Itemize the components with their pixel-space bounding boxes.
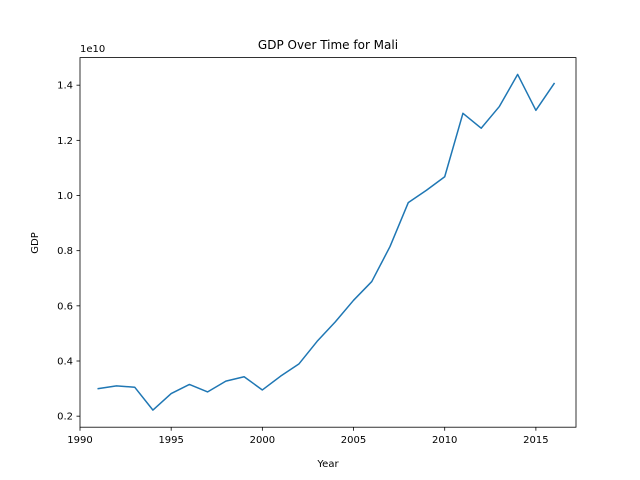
y-tick-label: 0.4 (57, 357, 73, 368)
plot-frame (79, 57, 577, 428)
x-axis: 1990 1995 2000 2005 2010 2015 (67, 427, 549, 446)
x-axis-label: Year (316, 459, 339, 470)
y-axis-label: GDP (30, 232, 41, 253)
y-tick-label: 0.8 (57, 246, 73, 257)
x-tick-label: 1990 (67, 435, 92, 446)
y-tick-label: 0.6 (57, 301, 73, 312)
x-tick-label: 2015 (523, 435, 548, 446)
x-tick-label: 2010 (432, 435, 457, 446)
plot-area (97, 73, 556, 411)
y-tick-label: 1.4 (57, 81, 73, 92)
y-tick-label: 1.2 (57, 136, 73, 147)
y-offset-label: 1e10 (80, 44, 105, 55)
y-tick-label: 0.2 (57, 412, 73, 423)
x-tick-label: 1995 (158, 435, 183, 446)
gdp-series-line (97, 73, 556, 411)
x-tick-label: 2000 (250, 435, 275, 446)
chart-title: GDP Over Time for Mali (258, 38, 398, 52)
y-axis: 0.2 0.4 0.6 0.8 1.0 1.2 1.4 (57, 81, 80, 423)
y-tick-label: 1.0 (57, 191, 73, 202)
x-tick-label: 2005 (341, 435, 366, 446)
